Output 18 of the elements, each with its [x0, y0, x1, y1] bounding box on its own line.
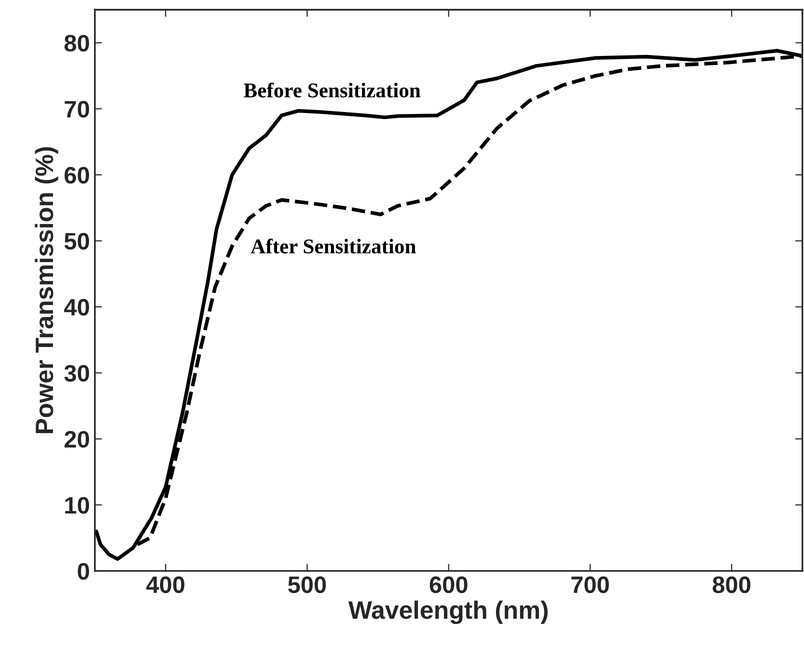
series-label: Before Sensitization — [244, 82, 420, 98]
x-axis-title: Wavelength (nm) — [348, 600, 548, 624]
x-tick-label: 600 — [430, 576, 468, 594]
y-tick-label: 20 — [64, 430, 90, 448]
y-tick-label: 0 — [78, 562, 90, 580]
y-axis-title: Power Transmission (%) — [34, 147, 58, 434]
y-tick-label: 50 — [64, 232, 90, 250]
series-label: After Sensitization — [250, 238, 416, 254]
y-tick-label: 60 — [64, 166, 90, 184]
x-tick-label: 500 — [288, 576, 326, 594]
x-tick-label: 400 — [146, 576, 184, 594]
y-tick-label: 80 — [64, 34, 90, 52]
y-tick-label: 40 — [64, 298, 90, 316]
x-tick-label: 700 — [571, 576, 609, 594]
y-tick-label: 10 — [65, 496, 90, 514]
y-tick-label: 70 — [64, 100, 90, 118]
y-tick-label: 30 — [64, 364, 90, 382]
x-tick-label: 800 — [712, 576, 750, 594]
